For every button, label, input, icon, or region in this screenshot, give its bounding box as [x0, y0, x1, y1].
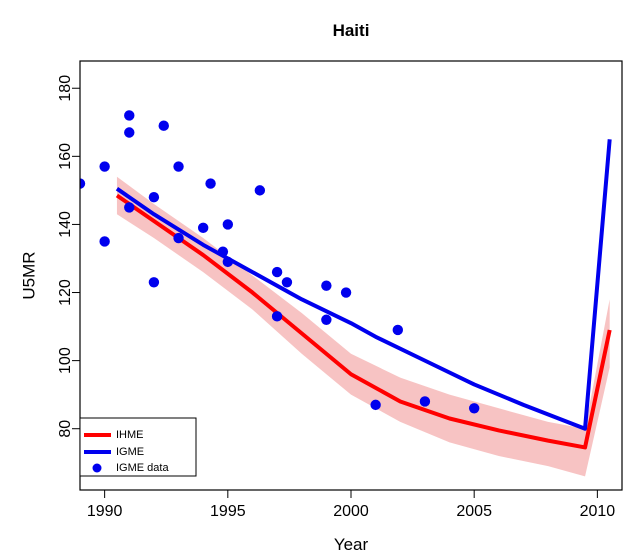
igme-data-point: [340, 287, 352, 298]
igme-data-point: [124, 202, 135, 213]
y-tick-label: 120: [57, 279, 74, 306]
igme-data-point: [468, 403, 480, 414]
x-axis-label: Year: [334, 535, 369, 554]
igme-data-point: [173, 232, 184, 244]
igme-data-point: [158, 120, 169, 131]
igme-data-point: [419, 396, 431, 407]
igme-data-point: [205, 178, 216, 189]
ihme-series-line: [115, 193, 612, 450]
y-tick-label: 100: [57, 347, 74, 374]
legend-label: IGME: [116, 446, 144, 458]
x-tick-label: 2000: [333, 503, 369, 520]
igme-data-point: [271, 266, 283, 278]
y-tick-label: 140: [57, 211, 74, 238]
x-tick-label: 1990: [87, 503, 123, 520]
igme-data-point: [124, 127, 135, 138]
y-tick-label: 180: [57, 75, 74, 102]
x-tick-label: 1995: [210, 503, 246, 520]
legend-swatch-igme-data: [92, 463, 102, 473]
igme-data-point: [254, 185, 266, 196]
y-axis-label: U5MR: [19, 251, 38, 299]
y-tick-label: 160: [57, 143, 74, 170]
igme-data-point: [370, 399, 381, 411]
igme-data-point: [197, 222, 209, 234]
igme-data-point: [217, 246, 229, 257]
igme-series-line: [115, 139, 612, 431]
igme-data-point: [148, 277, 160, 288]
igme-data-point: [124, 110, 135, 121]
igme-data-point: [392, 324, 404, 336]
igme-data-point: [222, 256, 234, 268]
chart-title: Haiti: [333, 21, 370, 40]
legend-label: IHME: [116, 429, 144, 441]
x-tick-label: 2005: [456, 503, 492, 520]
igme-data-point: [80, 178, 86, 189]
legend: IHME IGME IGME data: [79, 417, 197, 477]
y-tick-label: 80: [57, 420, 74, 438]
igme-data-point: [281, 277, 293, 288]
igme-data-point: [148, 191, 160, 203]
igme-data-point: [321, 280, 332, 291]
ihme-uncertainty-band: [116, 176, 610, 477]
igme-data-point: [271, 311, 283, 322]
igme-data-point: [222, 219, 234, 230]
igme-data-point: [99, 161, 110, 172]
x-tick-label: 2010: [580, 503, 616, 520]
legend-label: IGME data: [116, 462, 169, 474]
legend-box: [79, 417, 197, 477]
igme-data-point: [173, 161, 184, 172]
igme-data-point: [99, 236, 110, 247]
igme-data-point: [321, 314, 332, 325]
